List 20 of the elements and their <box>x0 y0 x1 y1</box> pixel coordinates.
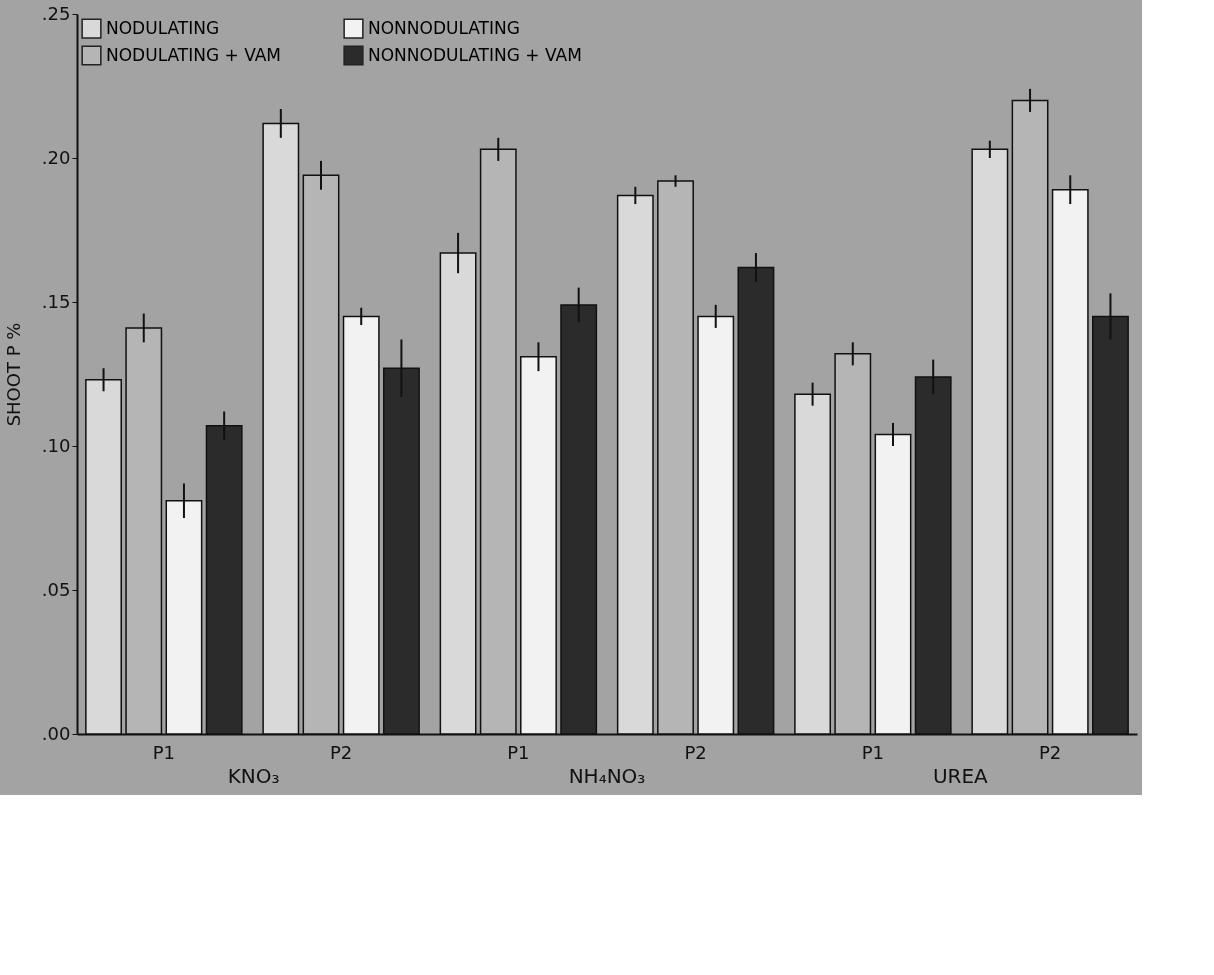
y-tick-label: .10 <box>41 434 71 456</box>
x-tick-label: P1 <box>507 741 530 763</box>
y-tick-label: .25 <box>41 2 71 24</box>
x-tick-label: P2 <box>329 741 353 763</box>
legend-label: NODULATING <box>106 17 220 38</box>
x-tick-label: P1 <box>861 741 885 763</box>
x-tick-label: P1 <box>152 741 176 763</box>
y-tick-label: .20 <box>41 146 71 168</box>
y-axis-title: SHOOT P % <box>2 322 24 427</box>
text: NH₄NO₃ <box>568 764 646 788</box>
y-tick-label: .05 <box>41 578 71 600</box>
x-tick-label: P2 <box>1038 741 1062 763</box>
legend-label: NONNODULATING + VAM <box>368 44 582 65</box>
legend-label: NODULATING + VAM <box>106 44 281 65</box>
y-tick-label: .15 <box>41 290 71 312</box>
legend-label: NONNODULATING <box>368 17 520 38</box>
text: UREA <box>932 764 989 788</box>
x-tick-label: P2 <box>684 741 707 763</box>
y-tick-label: .00 <box>41 722 71 744</box>
text: KNO₃ <box>227 764 280 788</box>
